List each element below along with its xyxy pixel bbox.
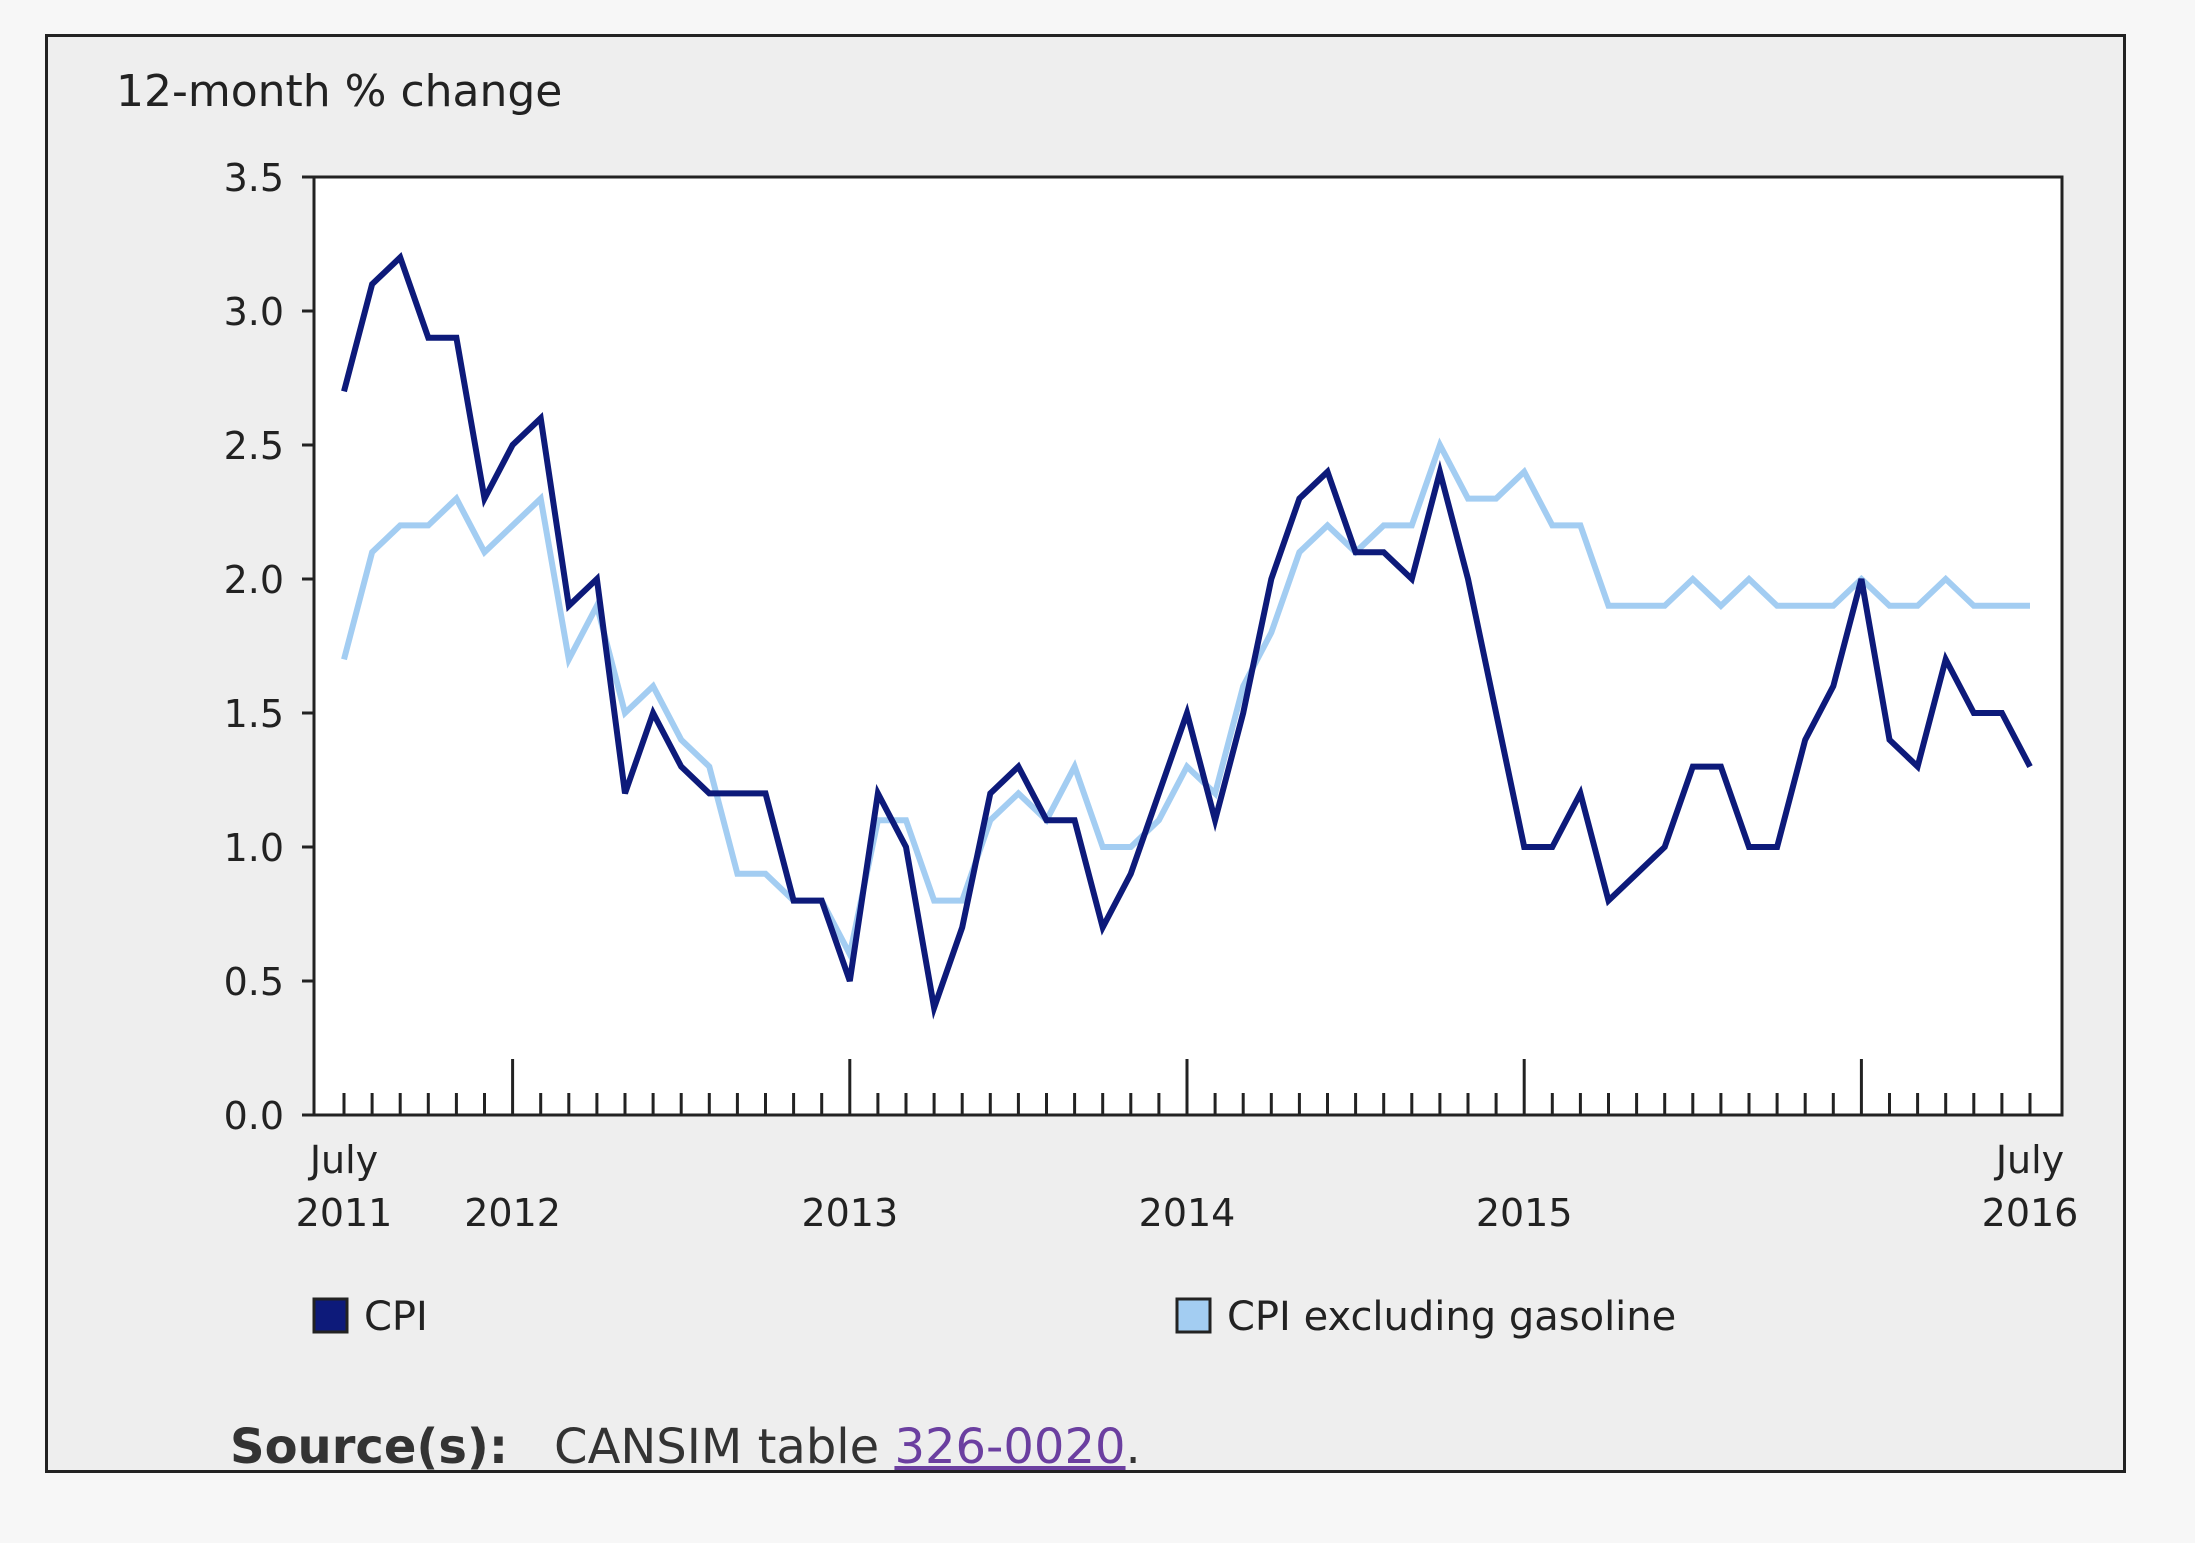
- x-tick-label-year: 2015: [1476, 1191, 1573, 1235]
- y-tick-label: 2.0: [224, 558, 284, 602]
- series-lines: [341, 252, 2033, 1020]
- y-tick-label: 1.5: [224, 692, 284, 736]
- x-tick-label-month: July: [308, 1138, 378, 1182]
- source-note: Source(s): CANSIM table 326-0020.: [230, 1419, 1141, 1475]
- y-tick-label: 3.0: [224, 290, 284, 334]
- x-tick-label-year: 2011: [296, 1191, 393, 1235]
- y-axis: 0.0 0.5 1.0 1.5 2.0 2.5 3.0 3.5: [224, 156, 314, 1138]
- series-line-cpi: [341, 252, 2033, 1020]
- chart-svg: 12-month % change 0.0 0.5 1.0 1.5 2.0 2.5 3.0 3…: [116, 66, 2079, 1340]
- series-line-cpi-excluding-gasoline: [341, 437, 2030, 963]
- x-tick-label-month: July: [1994, 1138, 2064, 1182]
- legend-label: CPI: [364, 1294, 428, 1340]
- y-tick-label: 1.0: [224, 826, 284, 870]
- y-tick-label: 2.5: [224, 424, 284, 468]
- x-tick-label-year: 2012: [464, 1191, 561, 1235]
- x-tick-label-year: 2013: [801, 1191, 898, 1235]
- y-tick-label: 0.0: [224, 1094, 284, 1138]
- source-suffix: .: [1125, 1419, 1141, 1475]
- legend-swatch: [1175, 1297, 1212, 1334]
- x-tick-label-year: 2014: [1139, 1191, 1236, 1235]
- source-label: Source(s):: [230, 1419, 509, 1475]
- y-tick-label: 3.5: [224, 156, 284, 200]
- source-table-link[interactable]: 326-0020: [894, 1419, 1126, 1475]
- y-tick-label: 0.5: [224, 960, 284, 1004]
- x-tick-label-year: 2016: [1982, 1191, 2079, 1235]
- legend: CPI CPI excluding gasoline: [312, 1294, 1676, 1340]
- chart-panel: 12-month % change 0.0 0.5 1.0 1.5 2.0 2.5 3.0 3…: [45, 34, 2126, 1475]
- x-axis: July 2011 2012 2013 2014 2015 July 2016: [296, 1059, 2079, 1235]
- legend-label: CPI excluding gasoline: [1227, 1294, 1676, 1340]
- source-text: CANSIM table: [554, 1419, 895, 1475]
- y-axis-title: 12-month % change: [116, 66, 562, 117]
- legend-swatch: [312, 1297, 349, 1334]
